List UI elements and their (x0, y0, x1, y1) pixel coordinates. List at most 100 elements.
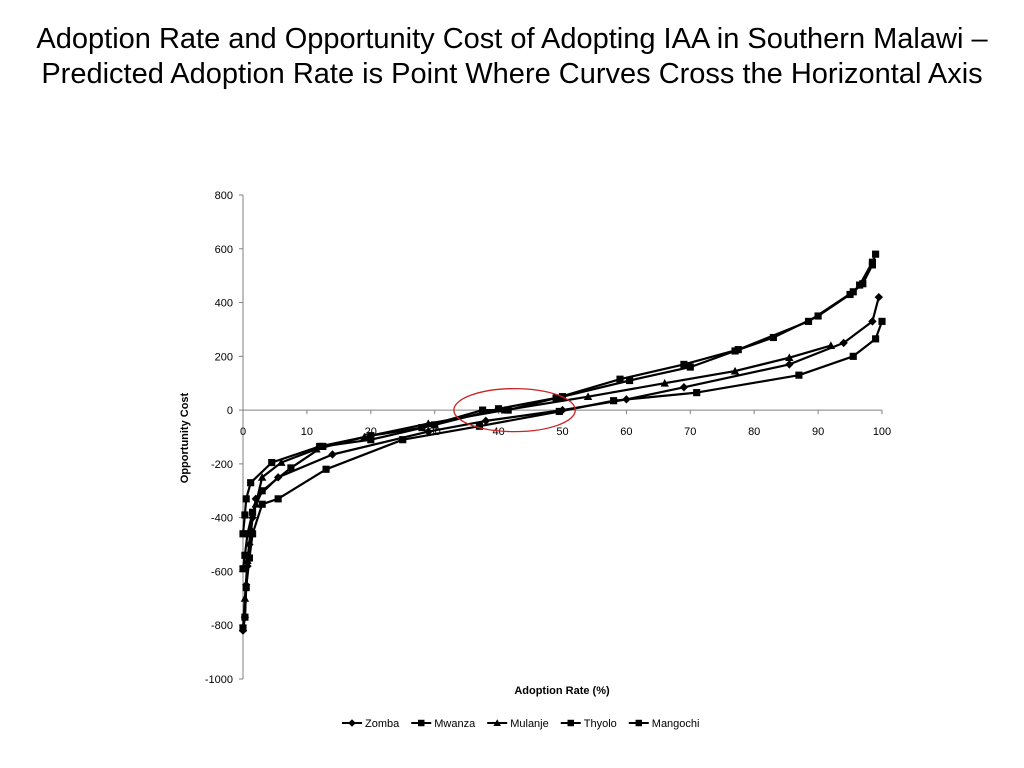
data-point-mangochi (249, 508, 257, 516)
legend-label: Zomba (365, 718, 400, 730)
data-point-mangochi (319, 442, 327, 450)
data-point-thyolo (242, 495, 250, 503)
data-point-mwanza (849, 352, 857, 360)
legend-label: Mulanje (510, 718, 549, 730)
legend-marker-mwanza (418, 719, 425, 727)
legend-label: Thyolo (584, 718, 617, 730)
legend-item-zomba: Zomba (342, 718, 400, 730)
data-point-mangochi (686, 363, 694, 371)
series-layer (238, 250, 886, 635)
series-line-mulanje (241, 344, 832, 628)
x-tick-label: 100 (873, 426, 891, 438)
data-point-thyolo (479, 406, 487, 414)
y-tick-label: 800 (215, 190, 233, 202)
legend-marker-thyolo (567, 719, 574, 727)
data-point-mulanje (277, 458, 286, 466)
data-point-mwanza (258, 500, 266, 508)
data-point-thyolo (680, 360, 688, 368)
x-tick-label: 0 (240, 426, 246, 438)
data-point-mwanza (241, 613, 249, 621)
data-point-mulanje (243, 556, 252, 565)
crossing-highlight-ellipse (453, 387, 576, 433)
data-point-thyolo (247, 479, 255, 487)
y-tick-label: -600 (211, 566, 233, 578)
y-axis-title: Opportunity Cost (179, 392, 191, 483)
data-point-mulanje (257, 473, 267, 481)
data-point-mwanza (693, 389, 701, 397)
y-tick-label: 600 (215, 244, 233, 256)
data-point-mulanje (660, 379, 669, 387)
legend-label: Mwanza (434, 718, 476, 730)
data-point-thyolo (239, 530, 247, 538)
data-point-mangochi (239, 565, 247, 573)
y-tick-label: 200 (215, 351, 233, 363)
data-point-mulanje (240, 594, 250, 602)
data-point-mwanza (322, 465, 330, 473)
data-point-thyolo (616, 375, 624, 383)
data-point-mulanje (583, 392, 593, 401)
data-point-zomba (481, 416, 491, 426)
data-point-zomba (328, 450, 337, 459)
data-point-thyolo (367, 432, 375, 440)
x-tick-label: 50 (556, 426, 568, 438)
data-point-mulanje (826, 341, 836, 349)
data-point-mwanza (555, 407, 563, 416)
axes: 8006004002000-200-400-600-800-1000010203… (205, 190, 891, 686)
legend-item-thyolo: Thyolo (560, 718, 617, 730)
data-point-zomba (785, 360, 794, 369)
axis-labels: Adoption Rate (%) Opportunity Cost (179, 392, 610, 697)
data-point-thyolo (241, 511, 249, 519)
data-point-mangochi (859, 280, 867, 288)
data-point-mulanje (730, 366, 740, 375)
data-point-mwanza (795, 371, 803, 379)
x-tick-label: 10 (301, 426, 313, 438)
series-line-mwanza (241, 321, 884, 629)
legend-marker-mulanje (493, 719, 502, 727)
y-tick-label: -800 (211, 620, 233, 632)
data-point-mangochi (814, 312, 822, 320)
data-point-mangochi (495, 405, 503, 413)
data-point-mangochi (846, 290, 854, 299)
data-point-mangochi (258, 487, 266, 495)
x-tick-label: 40 (492, 426, 504, 438)
data-point-mangochi (431, 421, 439, 429)
legend-marker-mangochi (635, 719, 643, 727)
data-point-mangochi (243, 530, 252, 538)
data-point-mwanza (399, 436, 407, 444)
y-tick-label: 400 (215, 298, 233, 310)
series-zomba (238, 292, 884, 635)
data-point-mangochi (868, 261, 876, 269)
legend-item-mangochi: Mangochi (628, 718, 699, 730)
y-tick-label: -1000 (205, 674, 233, 686)
x-axis-title: Adoption Rate (%) (514, 685, 610, 697)
data-point-mulanje (785, 353, 794, 362)
data-point-mangochi (731, 347, 739, 355)
y-tick-label: 0 (227, 405, 233, 417)
data-point-mangochi (241, 551, 249, 559)
x-tick-label: 70 (684, 426, 696, 438)
x-tick-label: 80 (748, 426, 760, 438)
data-point-mwanza (274, 495, 282, 503)
legend-item-mwanza: Mwanza (411, 718, 476, 730)
data-point-thyolo (872, 250, 880, 258)
data-point-zomba (874, 292, 884, 302)
data-point-mwanza (245, 554, 253, 562)
y-tick-label: -400 (211, 513, 233, 525)
highlight-layer (453, 387, 576, 433)
data-point-mangochi (626, 376, 634, 385)
data-point-mwanza (872, 335, 880, 343)
data-point-mulanje (238, 623, 248, 632)
data-point-thyolo (504, 406, 512, 414)
x-tick-label: 90 (812, 426, 824, 438)
data-point-mwanza (878, 317, 886, 325)
legend-marker-zomba (348, 719, 356, 727)
data-point-mwanza (249, 530, 257, 538)
legend: Zomba Mwanza Mulanje Thyolo Mangochi (342, 718, 699, 730)
data-point-thyolo (268, 458, 276, 467)
data-point-zomba (868, 317, 877, 326)
y-tick-label: -200 (211, 459, 233, 471)
series-mwanza (239, 317, 886, 632)
data-point-mwanza (475, 422, 483, 430)
data-point-mangochi (367, 436, 375, 444)
